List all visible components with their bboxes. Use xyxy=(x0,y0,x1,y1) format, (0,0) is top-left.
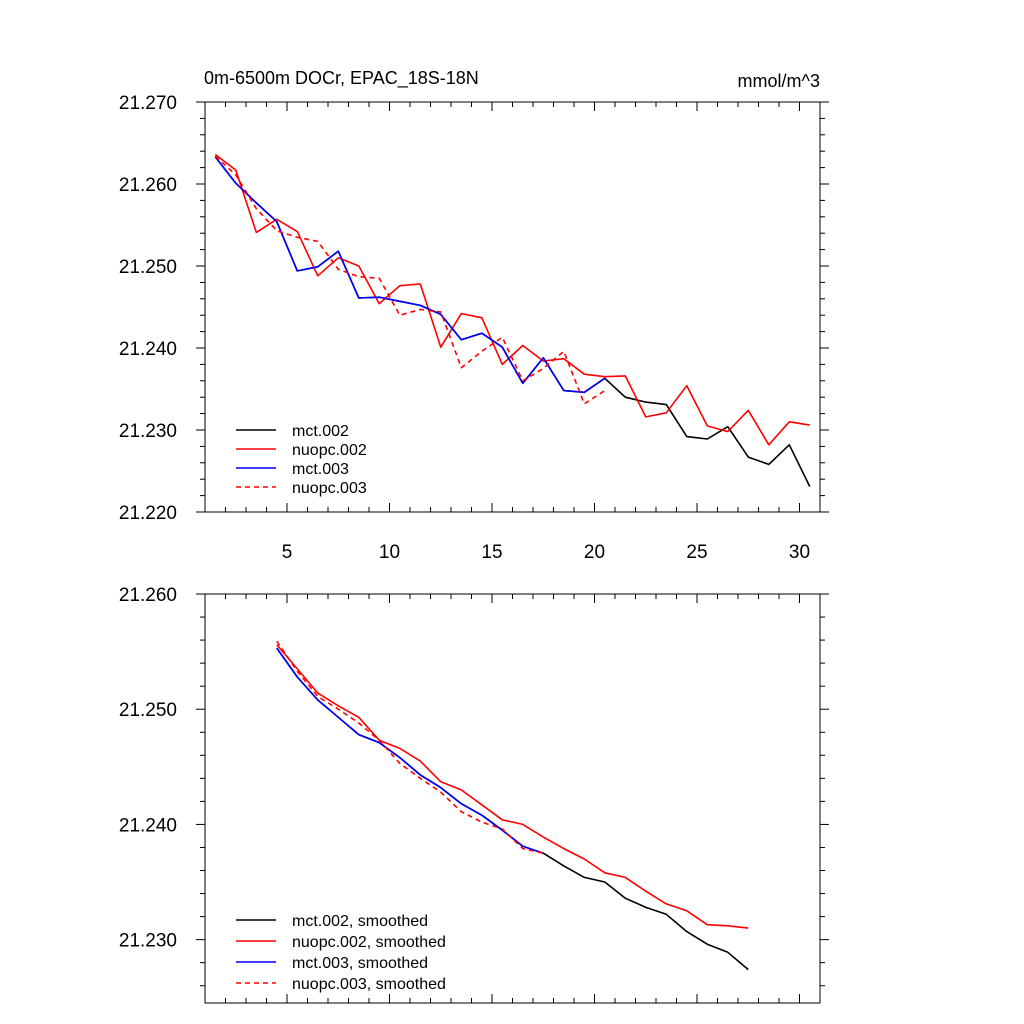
series-line-mct-003-smoothed xyxy=(276,647,544,854)
x-tick-label: 20 xyxy=(584,542,605,563)
x-tick-label: 10 xyxy=(379,542,400,563)
y-tick-label: 21.240 xyxy=(119,815,177,836)
top-panel: 5 10 15 20 25 30 21.220 21.230 21.240 21.250 21.26… xyxy=(119,93,829,563)
bottom-panel: 21.230 21.240 21.250 21.260 mct.002, smoothe… xyxy=(119,585,829,1004)
y-tick-label: 21.230 xyxy=(119,931,177,952)
x-tick-label: 15 xyxy=(481,542,502,563)
legend-label: mct.002, smoothed xyxy=(292,913,428,930)
x-tick-label: 5 xyxy=(282,542,293,563)
units-label: mmol/m^3 xyxy=(738,71,820,91)
legend-label: mct.003, smoothed xyxy=(292,955,428,972)
legend-label: mct.002 xyxy=(292,423,349,440)
legend-label: nuopc.003, smoothed xyxy=(292,976,446,993)
series-line-mct-003 xyxy=(214,156,606,394)
series-line-nuopc-003-smoothed xyxy=(276,640,544,854)
y-tick-label: 21.260 xyxy=(119,175,177,196)
y-tick-label: 21.240 xyxy=(119,339,177,360)
y-tick-label: 21.260 xyxy=(119,585,177,606)
legend-label: nuopc.002 xyxy=(292,442,367,459)
series-line-nuopc-002-smoothed xyxy=(276,644,749,929)
series-line-nuopc-002 xyxy=(214,153,810,446)
legend-label: nuopc.003 xyxy=(292,480,367,497)
y-tick-label: 21.230 xyxy=(119,421,177,442)
y-tick-label: 21.220 xyxy=(119,503,177,524)
legend-label: nuopc.002, smoothed xyxy=(292,934,446,951)
x-tick-label: 25 xyxy=(686,542,707,563)
series-line-nuopc-003 xyxy=(214,155,606,405)
y-tick-label: 21.250 xyxy=(119,700,177,721)
x-tick-label: 30 xyxy=(789,542,810,563)
y-tick-label: 21.270 xyxy=(119,93,177,114)
y-tick-label: 21.250 xyxy=(119,257,177,278)
chart-title: 0m-6500m DOCr, EPAC_18S-18N xyxy=(204,68,479,89)
legend-label: mct.003 xyxy=(292,461,349,478)
